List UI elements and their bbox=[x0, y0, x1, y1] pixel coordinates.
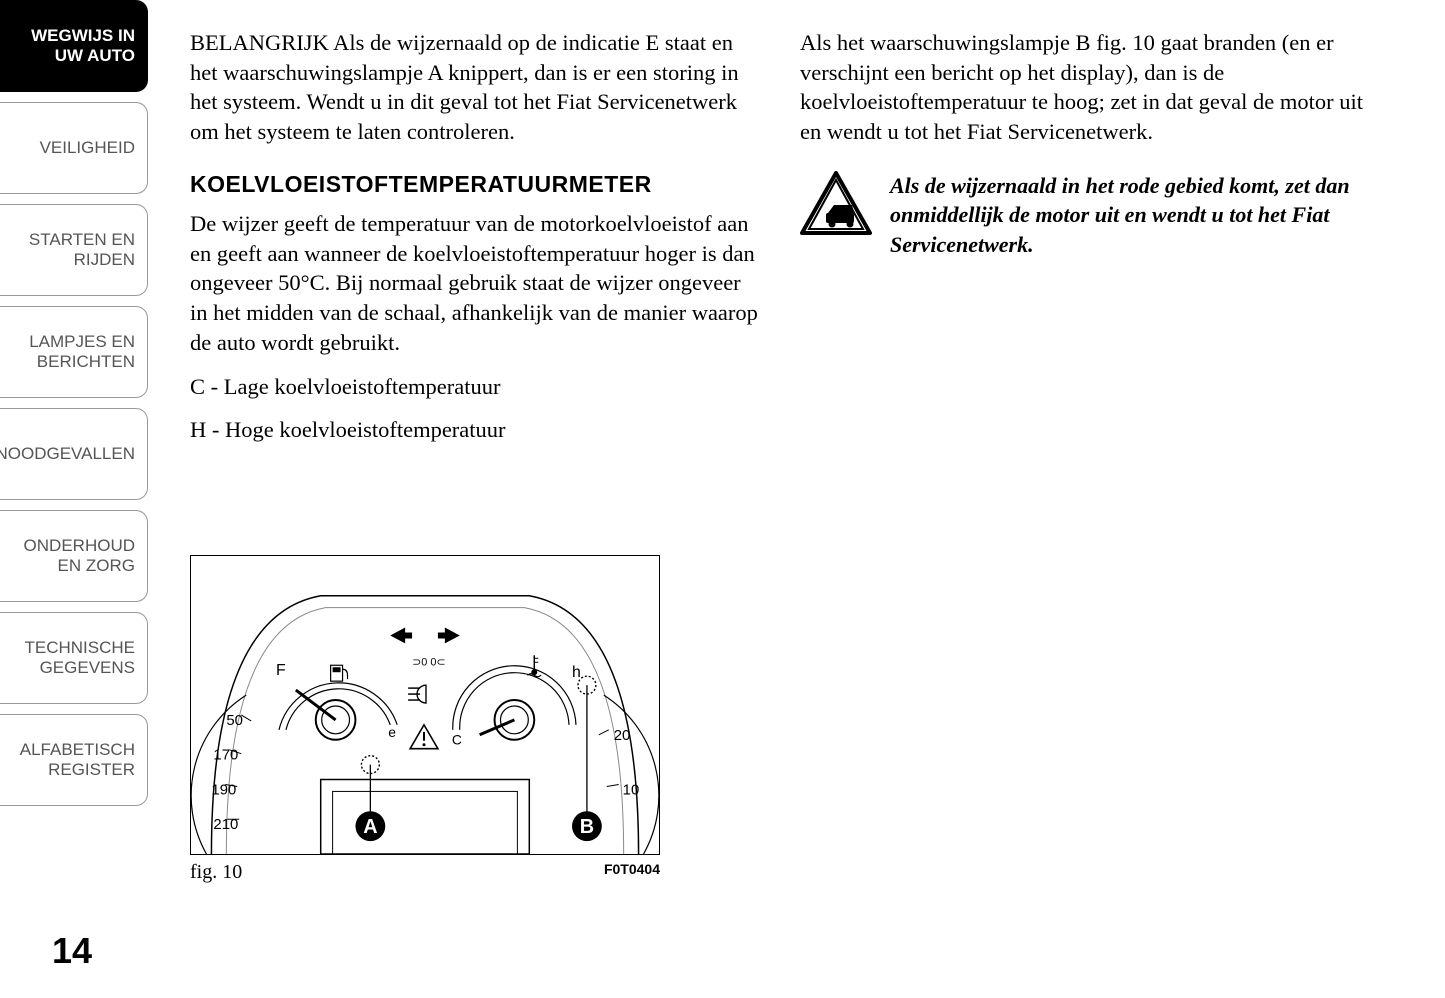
tab-alfabetisch[interactable]: ALFABETISCH REGISTER bbox=[0, 714, 148, 806]
tab-lampjes[interactable]: LAMPJES EN BERICHTEN bbox=[0, 306, 148, 398]
paragraph-body: De wijzer geeft de temperatuur van de mo… bbox=[190, 209, 760, 357]
fuel-gauge: F e bbox=[276, 662, 397, 773]
fuel-pump-icon bbox=[331, 665, 348, 681]
gauge-label-f: F bbox=[276, 662, 286, 679]
tab-wegwijs[interactable]: WEGWIJS IN UW AUTO bbox=[0, 0, 148, 92]
display-panel bbox=[321, 780, 530, 855]
sidebar-nav: WEGWIJS IN UW AUTO VEILIGHEID STARTEN EN… bbox=[0, 0, 150, 998]
section-heading: KOELVLOEISTOFTEMPERATUURMETER bbox=[190, 169, 760, 199]
tab-veiligheid[interactable]: VEILIGHEID bbox=[0, 102, 148, 194]
warning-text: Als de wijzernaald in het rode gebied ko… bbox=[890, 171, 1370, 260]
tick-label: 10 bbox=[623, 782, 640, 798]
column-left: BELANGRIJK Als de wijzernaald op de indi… bbox=[190, 28, 760, 459]
tab-label: ONDERHOUD EN ZORG bbox=[0, 536, 135, 577]
figure-10: 50 170 190 210 20 10 bbox=[190, 555, 660, 884]
page-number: 14 bbox=[52, 930, 92, 972]
column-right: Als het waarschuwingslampje B fig. 10 ga… bbox=[800, 28, 1370, 459]
arrow-left-icon bbox=[390, 628, 412, 644]
tick-label: 20 bbox=[614, 728, 631, 744]
arrow-right-icon bbox=[438, 628, 460, 644]
gauge-label-e: e bbox=[388, 724, 396, 740]
warning-box: Als de wijzernaald in het rode gebied ko… bbox=[800, 171, 1370, 260]
thermometer-icon bbox=[527, 655, 541, 676]
main-content: BELANGRIJK Als de wijzernaald op de indi… bbox=[190, 28, 1420, 459]
figure-frame: 50 170 190 210 20 10 bbox=[190, 555, 660, 855]
tick-label: 170 bbox=[213, 748, 238, 764]
tab-technische[interactable]: TECHNISCHE GEGEVENS bbox=[0, 612, 148, 704]
center-indicators: ⊃0 0⊂ bbox=[390, 628, 460, 749]
gauge-label-c: C bbox=[452, 732, 462, 748]
speedo-left: 50 170 190 210 bbox=[191, 695, 251, 854]
warning-triangle-icon bbox=[800, 171, 872, 237]
tab-label: WEGWIJS IN UW AUTO bbox=[0, 26, 135, 67]
list-item-h: H - Hoge koelvloeistoftemperatuur bbox=[190, 415, 760, 445]
temp-gauge: C h bbox=[452, 655, 596, 747]
paragraph-body: Als het waarschuwingslampje B fig. 10 ga… bbox=[800, 28, 1370, 147]
tab-label: NOODGEVALLEN bbox=[0, 444, 135, 464]
tab-starten[interactable]: STARTEN EN RIJDEN bbox=[0, 204, 148, 296]
figure-code: F0T0404 bbox=[604, 861, 660, 884]
tab-label: STARTEN EN RIJDEN bbox=[0, 230, 135, 271]
gauge-label-h: h bbox=[572, 664, 581, 681]
paragraph-important: BELANGRIJK Als de wijzernaald op de indi… bbox=[190, 28, 760, 147]
list-item-c: C - Lage koelvloeistoftemperatuur bbox=[190, 372, 760, 402]
callout-label-a: A bbox=[363, 816, 377, 838]
tab-noodgevallen[interactable]: NOODGEVALLEN bbox=[0, 408, 148, 500]
tab-label: VEILIGHEID bbox=[40, 138, 135, 158]
tab-onderhoud[interactable]: ONDERHOUD EN ZORG bbox=[0, 510, 148, 602]
callout-label-b: B bbox=[580, 816, 594, 838]
headlight-icon bbox=[408, 685, 426, 703]
tab-label: LAMPJES EN BERICHTEN bbox=[0, 332, 135, 373]
figure-caption-row: fig. 10 F0T0404 bbox=[190, 861, 660, 884]
hazard-icon bbox=[410, 725, 438, 749]
speedo-right: 20 10 bbox=[599, 695, 659, 854]
figure-caption: fig. 10 bbox=[190, 861, 242, 884]
tick-label: 50 bbox=[226, 713, 243, 729]
tab-label: ALFABETISCH REGISTER bbox=[0, 740, 135, 781]
dashboard-illustration: 50 170 190 210 20 10 bbox=[191, 556, 659, 854]
tick-label: 190 bbox=[211, 782, 236, 798]
odo-icon: ⊃0 0⊂ bbox=[412, 656, 445, 668]
tab-label: TECHNISCHE GEGEVENS bbox=[0, 638, 135, 679]
